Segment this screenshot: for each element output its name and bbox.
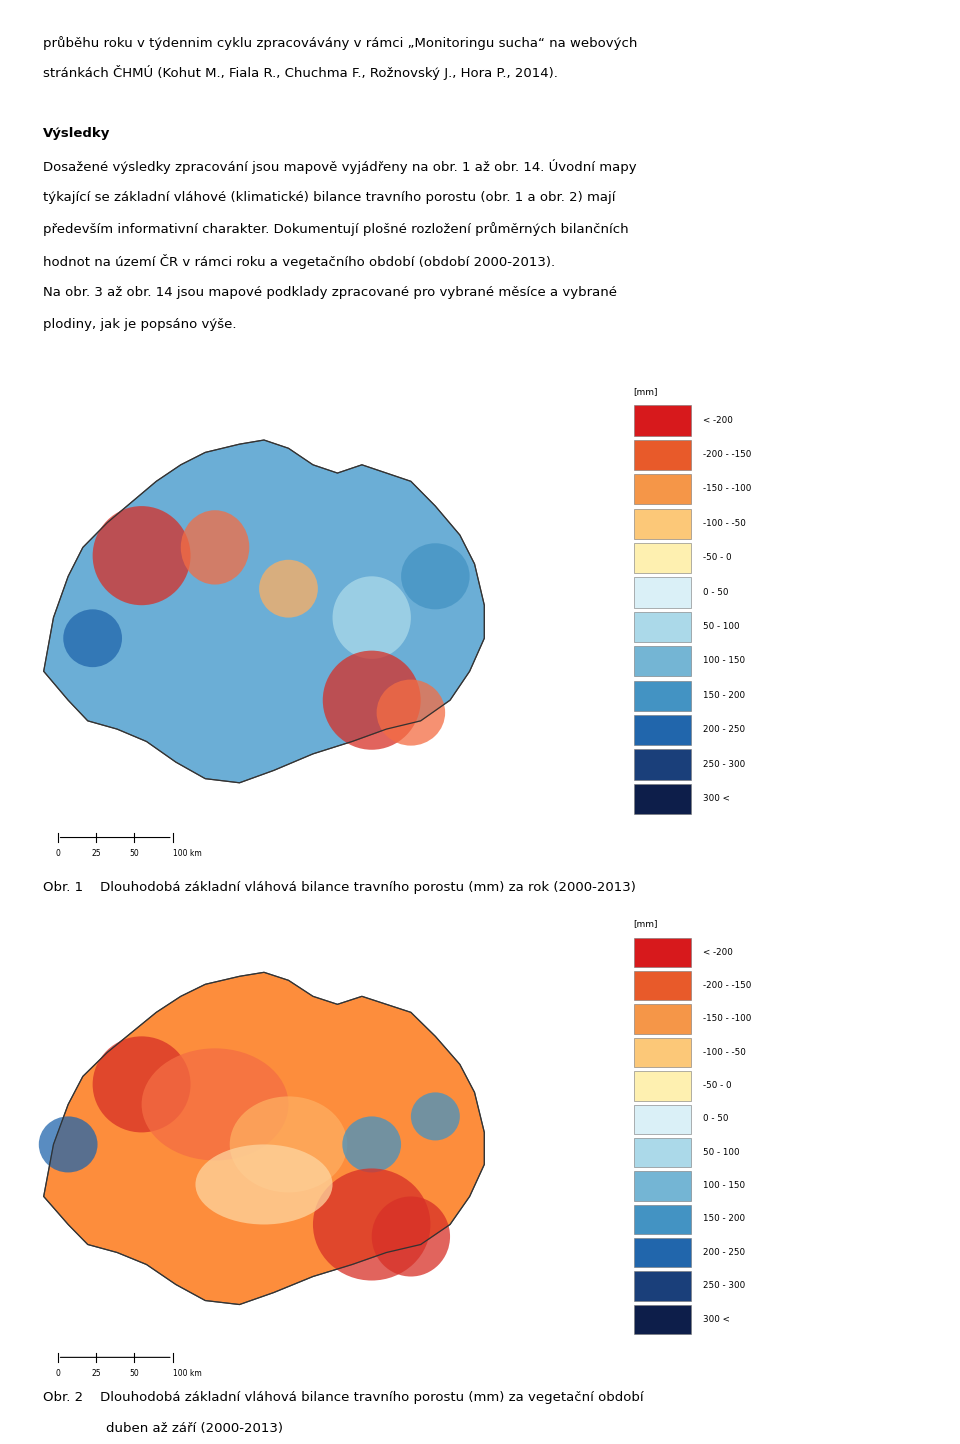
FancyBboxPatch shape [634,508,691,539]
Text: -100 - -50: -100 - -50 [703,1048,746,1057]
Text: průběhu roku v týdennim cyklu zpracovávány v rámci „Monitoringu sucha“ na webový: průběhu roku v týdennim cyklu zpracovává… [43,36,637,51]
Text: stránkách ČHMÚ (Kohut M., Fiala R., Chuchma F., Rožnovský J., Hora P., 2014).: stránkách ČHMÚ (Kohut M., Fiala R., Chuc… [43,65,558,79]
FancyBboxPatch shape [634,612,691,643]
Text: 200 - 250: 200 - 250 [703,1248,745,1256]
FancyBboxPatch shape [634,1204,691,1235]
Text: -200 - -150: -200 - -150 [703,980,751,991]
Text: 300 <: 300 < [703,1314,730,1324]
FancyBboxPatch shape [634,1071,691,1100]
Ellipse shape [332,576,411,658]
Text: 100 - 150: 100 - 150 [703,657,745,666]
Ellipse shape [180,510,250,585]
Text: plodiny, jak je popsáno výše.: plodiny, jak je popsáno výše. [43,318,237,331]
FancyBboxPatch shape [634,972,691,1001]
FancyBboxPatch shape [634,1171,691,1200]
Text: především informativní charakter. Dokumentují plošné rozložení průměrných bilanč: především informativní charakter. Dokume… [43,222,629,237]
Polygon shape [44,972,484,1304]
FancyBboxPatch shape [634,1038,691,1067]
Ellipse shape [196,1145,332,1225]
Text: hodnot na území ČR v rámci roku a vegetačního období (období 2000-2013).: hodnot na území ČR v rámci roku a vegeta… [43,254,555,269]
Polygon shape [44,440,484,783]
Ellipse shape [92,1037,190,1132]
Text: 100 - 150: 100 - 150 [703,1181,745,1190]
Text: Dosažené výsledky zpracování jsou mapově vyjádřeny na obr. 1 až obr. 14. Úvodní : Dosažené výsledky zpracování jsou mapově… [43,159,636,173]
Text: -50 - 0: -50 - 0 [703,1082,732,1090]
Ellipse shape [92,505,190,605]
Ellipse shape [63,609,122,667]
Ellipse shape [141,1048,288,1161]
Text: 0 - 50: 0 - 50 [703,588,729,596]
Ellipse shape [323,651,420,749]
FancyBboxPatch shape [634,406,691,436]
Text: 0: 0 [55,849,60,858]
Ellipse shape [372,1197,450,1276]
Text: 250 - 300: 250 - 300 [703,760,745,768]
FancyBboxPatch shape [634,1138,691,1167]
Text: -150 - -100: -150 - -100 [703,484,751,494]
Text: 150 - 200: 150 - 200 [703,1214,745,1223]
Text: 50 - 100: 50 - 100 [703,1148,739,1157]
Ellipse shape [38,1116,98,1173]
Text: 100 km: 100 km [173,1369,202,1378]
Text: Obr. 1    Dlouhodobá základní vláhová bilance travního porostu (mm) za rok (2000: Obr. 1 Dlouhodobá základní vláhová bilan… [43,881,636,894]
Ellipse shape [229,1096,348,1193]
FancyBboxPatch shape [634,543,691,573]
Ellipse shape [259,560,318,618]
Text: -150 - -100: -150 - -100 [703,1014,751,1024]
Text: Výsledky: Výsledky [43,127,110,140]
FancyBboxPatch shape [634,715,691,745]
Ellipse shape [313,1168,430,1281]
FancyBboxPatch shape [634,749,691,780]
Text: duben až září (2000-2013): duben až září (2000-2013) [106,1422,282,1435]
Text: Obr. 2    Dlouhodobá základní vláhová bilance travního porostu (mm) za vegetační: Obr. 2 Dlouhodobá základní vláhová bilan… [43,1391,644,1404]
Text: < -200: < -200 [703,947,732,956]
Text: 0 - 50: 0 - 50 [703,1115,729,1123]
FancyBboxPatch shape [634,1005,691,1034]
FancyBboxPatch shape [634,474,691,504]
Text: 25: 25 [91,1369,101,1378]
FancyBboxPatch shape [634,1105,691,1134]
FancyBboxPatch shape [634,578,691,608]
Ellipse shape [343,1116,401,1173]
FancyBboxPatch shape [634,1305,691,1334]
Ellipse shape [411,1093,460,1141]
Ellipse shape [376,680,445,745]
Text: 50: 50 [130,849,139,858]
Text: 25: 25 [91,849,101,858]
Text: 100 km: 100 km [173,849,202,858]
Text: 50: 50 [130,1369,139,1378]
Text: [mm]: [mm] [634,920,659,928]
Text: 50 - 100: 50 - 100 [703,622,739,631]
Ellipse shape [401,543,469,609]
Text: 300 <: 300 < [703,794,730,803]
Text: 250 - 300: 250 - 300 [703,1281,745,1289]
FancyBboxPatch shape [634,1271,691,1301]
FancyBboxPatch shape [634,647,691,676]
FancyBboxPatch shape [634,680,691,710]
Text: -200 - -150: -200 - -150 [703,451,751,459]
Text: 150 - 200: 150 - 200 [703,690,745,700]
Text: Na obr. 3 až obr. 14 jsou mapové podklady zpracované pro vybrané měsíce a vybran: Na obr. 3 až obr. 14 jsou mapové podklad… [43,286,617,299]
FancyBboxPatch shape [634,937,691,967]
Text: -50 - 0: -50 - 0 [703,553,732,562]
FancyBboxPatch shape [634,1238,691,1268]
Text: [mm]: [mm] [634,387,659,396]
Text: -100 - -50: -100 - -50 [703,518,746,529]
Text: 200 - 250: 200 - 250 [703,725,745,735]
Text: týkající se základní vláhové (klimatické) bilance travního porostu (obr. 1 a obr: týkající se základní vláhové (klimatické… [43,191,615,204]
Text: 0: 0 [55,1369,60,1378]
FancyBboxPatch shape [634,784,691,814]
FancyBboxPatch shape [634,440,691,469]
Text: < -200: < -200 [703,416,732,425]
